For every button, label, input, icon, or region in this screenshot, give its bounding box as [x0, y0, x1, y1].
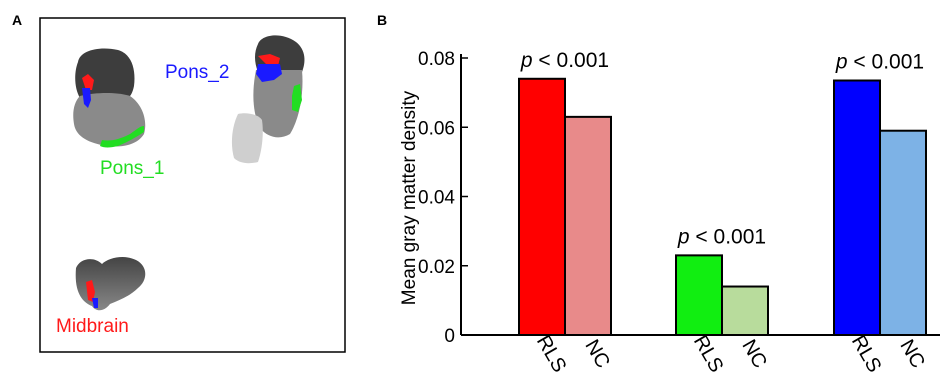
x-category-label: RLS: [689, 332, 728, 377]
label-pons-1: Pons_1: [100, 158, 164, 179]
bar-rls: [833, 79, 881, 336]
blue-cluster: [256, 64, 282, 82]
x-category-label: RLS: [847, 332, 886, 377]
x-category-label: RLS: [532, 332, 571, 377]
p-value-label: p < 0.001: [835, 51, 924, 74]
y-tick-label: 0.02: [418, 257, 455, 278]
p-value-label: p < 0.001: [520, 49, 609, 72]
label-midbrain: Midbrain: [56, 316, 129, 337]
slice-pons-2: [231, 35, 305, 164]
x-category-label: NC: [737, 336, 770, 372]
red-cluster: [82, 74, 94, 90]
y-tick-label: 0: [444, 326, 455, 347]
slice-midbrain: [75, 257, 146, 311]
y-tick-label: 0.06: [418, 118, 455, 139]
bar-rls: [518, 77, 566, 337]
x-category-label: NC: [895, 336, 928, 372]
blue-cluster: [82, 88, 91, 108]
bar-nc: [879, 129, 927, 336]
green-cluster: [100, 126, 144, 148]
panel-a-letter: A: [12, 12, 23, 28]
green-cluster: [292, 84, 302, 112]
red-cluster: [86, 280, 95, 302]
y-tick-label: 0.08: [418, 49, 455, 70]
bar-rls: [675, 254, 723, 336]
label-pons-2: Pons_2: [165, 62, 229, 83]
x-category-label: NC: [580, 336, 613, 372]
brain-regions-figure: Pons_1 Pons_2 Midbrain: [39, 17, 346, 353]
p-value-label: p < 0.001: [677, 225, 766, 248]
bar-nc: [721, 285, 769, 336]
slice-pons-1: [73, 48, 146, 148]
y-axis-label: Mean gray matter density: [399, 90, 420, 305]
blue-cluster: [92, 298, 98, 308]
y-tick-label: 0.04: [418, 188, 455, 209]
red-cluster: [258, 54, 280, 66]
panel-b-letter: B: [377, 12, 388, 28]
bar-nc: [564, 115, 612, 336]
